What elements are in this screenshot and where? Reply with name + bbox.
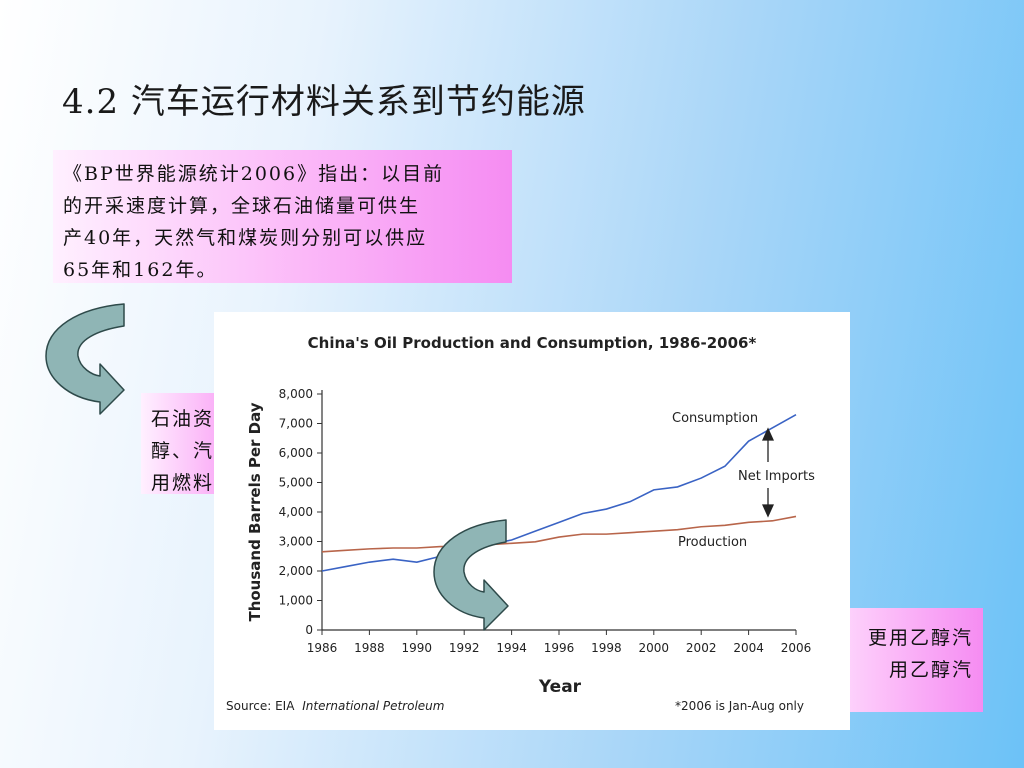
oil-chart: China's Oil Production and Consumption, … [214, 312, 850, 730]
bp-line: 的开采速度计算，全球石油储量可供生 [63, 195, 421, 217]
y-tick-label: 5,000 [279, 476, 313, 490]
x-tick-label: 2002 [686, 641, 717, 655]
x-tick-label: 2004 [733, 641, 764, 655]
x-tick-label: 1986 [307, 641, 338, 655]
fuel-line: 石油资 [151, 408, 215, 430]
net-imports-label: Net Imports [738, 469, 815, 484]
series-line-consumption [321, 413, 797, 572]
y-tick-label: 0 [305, 623, 313, 637]
x-tick-label: 1996 [544, 641, 575, 655]
bp-line: 产40年，天然气和煤炭则分别可以供应 [63, 227, 428, 249]
series-line-production [321, 515, 797, 553]
x-tick-label: 1990 [402, 641, 433, 655]
x-tick-label: 1988 [354, 641, 385, 655]
x-tick-label: 1992 [449, 641, 480, 655]
curved-arrow-icon [45, 303, 125, 415]
y-tick-label: 2,000 [279, 564, 313, 578]
x-tick-label: 2000 [639, 641, 670, 655]
series-label-production: Production [678, 535, 747, 550]
source-label: Source: EIA International Petroleum [226, 699, 444, 713]
curved-arrow-icon [433, 519, 509, 631]
chart-title: China's Oil Production and Consumption, … [308, 334, 757, 352]
source-italic: International Petroleum [302, 699, 444, 713]
y-tick-label: 6,000 [279, 446, 313, 460]
series-label-consumption: Consumption [672, 411, 758, 426]
y-tick-label: 8,000 [279, 387, 313, 401]
bp-line: 65年和162年。 [63, 259, 218, 281]
x-axis-label: Year [538, 677, 582, 697]
ethanol-line: 用乙醇汽 [888, 659, 973, 681]
fuel-line: 用燃料 [151, 472, 215, 494]
y-tick-label: 3,000 [279, 535, 313, 549]
y-tick-label: 1,000 [279, 594, 313, 608]
chart-series [321, 413, 797, 572]
fuel-line: 醇、汽 [151, 440, 215, 462]
bp-line: 《BP世界能源统计2006》指出：以目前 [63, 163, 445, 185]
y-axis-label: Thousand Barrels Per Day [246, 402, 264, 621]
source-prefix: Source: EIA [226, 699, 295, 713]
ethanol-line: 更用乙醇汽 [867, 627, 973, 649]
x-tick-label: 1998 [591, 641, 622, 655]
net-imports-arrows [761, 427, 775, 518]
x-tick-label: 1994 [496, 641, 527, 655]
y-tick-label: 4,000 [279, 505, 313, 519]
y-tick-label: 7,000 [279, 417, 313, 431]
chart-axes: 0 1,000 2,000 3,000 4,000 5,000 6,000 7,000 8,00… [279, 387, 812, 655]
bp-statistics-box: 《BP世界能源统计2006》指出：以目前 的开采速度计算，全球石油储量可供生 产… [53, 150, 512, 283]
slide-title: 4.2 汽车运行材料关系到节约能源 [62, 82, 586, 122]
footnote: *2006 is Jan-Aug only [675, 699, 804, 713]
x-tick-label: 2006 [781, 641, 812, 655]
